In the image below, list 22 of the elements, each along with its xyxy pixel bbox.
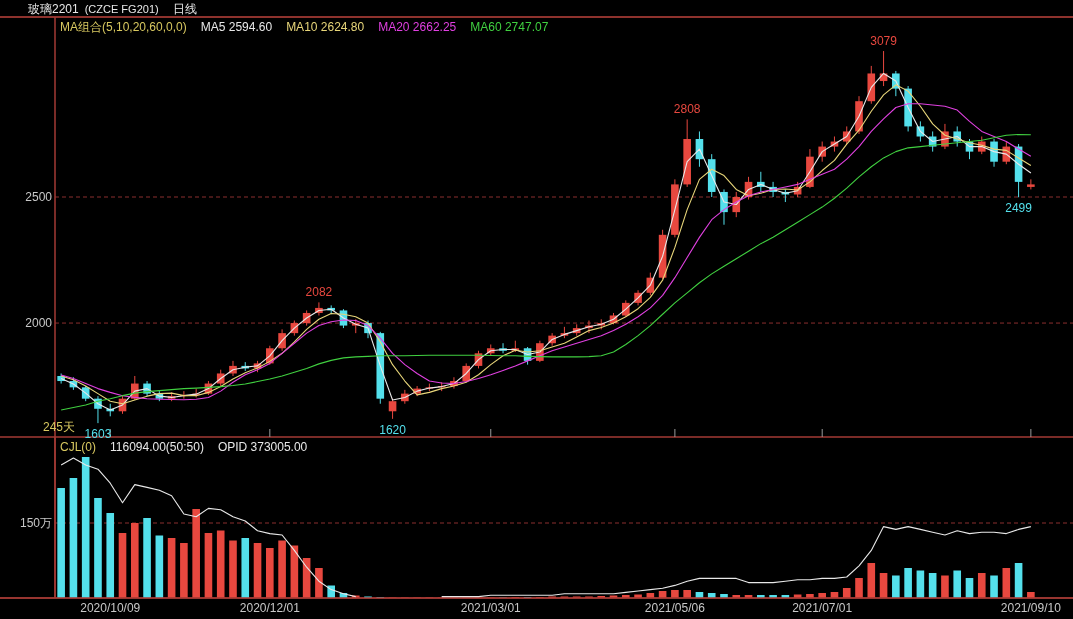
annotation: 1603	[84, 427, 112, 442]
header: 玻璃2201 (CZCE FG201) 日线	[0, 2, 1073, 18]
y-tick-label: 2000	[25, 316, 53, 331]
x-tick-label: 2021/05/06	[644, 601, 706, 615]
legend: MA组合(5,10,20,60,0,0) MA5 2594.60 MA10 2624.80 MA20 2662.25 MA60 2747.07	[60, 20, 549, 34]
annotation: 2082	[305, 285, 333, 300]
x-tick-label: 2021/07/01	[792, 601, 853, 615]
annotation: 245天	[43, 420, 76, 434]
chart-title: 玻璃2201	[28, 2, 80, 16]
x-tick-label: 2020/10/09	[80, 601, 141, 615]
y-tick-label: 150万	[19, 516, 52, 530]
legend: CJL(0) 116094.00(50:50)	[60, 440, 204, 454]
x-tick-label: 2021/09/10	[1000, 601, 1062, 615]
x-tick-label: 2021/03/01	[460, 601, 522, 615]
annotation: 2499	[1005, 201, 1033, 216]
chart-subtitle: (CZCE FG201)	[84, 3, 159, 15]
annotation: 1620	[379, 422, 407, 437]
annotation: 3079	[870, 34, 898, 49]
legend: OPID 373005.00	[217, 440, 308, 454]
annotation: 2808	[673, 102, 701, 117]
y-tick-label: 2500	[25, 190, 53, 204]
x-tick-label: 2020/12/01	[239, 601, 301, 615]
